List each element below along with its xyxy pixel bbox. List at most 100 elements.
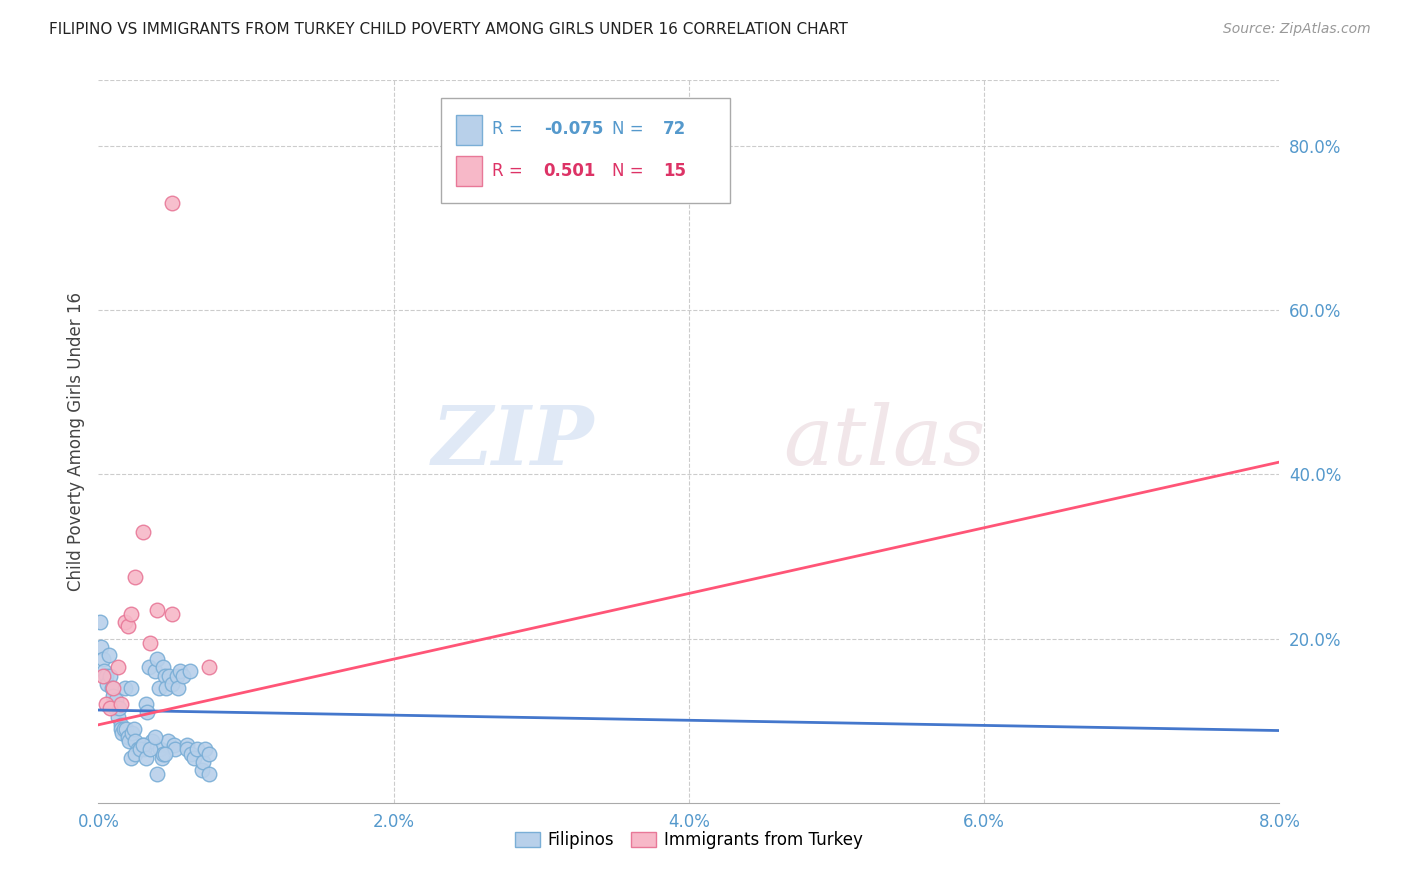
Point bbox=[136, 706, 159, 720]
Point bbox=[143, 730, 166, 744]
Point bbox=[162, 607, 183, 621]
Y-axis label: Child Poverty Among Girls Under 16: Child Poverty Among Girls Under 16 bbox=[66, 292, 84, 591]
Point bbox=[194, 742, 217, 756]
Point bbox=[146, 603, 169, 617]
Point bbox=[105, 693, 128, 707]
Point bbox=[110, 718, 132, 732]
Point bbox=[124, 734, 146, 748]
Point bbox=[155, 681, 177, 695]
Point bbox=[172, 668, 194, 682]
Point bbox=[152, 747, 174, 761]
Point bbox=[120, 681, 142, 695]
FancyBboxPatch shape bbox=[441, 98, 730, 203]
Point bbox=[128, 742, 150, 756]
Point bbox=[148, 681, 170, 695]
Point bbox=[180, 747, 202, 761]
Point bbox=[193, 755, 215, 769]
Point bbox=[134, 742, 156, 756]
Point bbox=[165, 742, 187, 756]
Point bbox=[191, 763, 214, 777]
Point bbox=[157, 668, 180, 682]
Point bbox=[90, 640, 112, 654]
Point bbox=[118, 734, 141, 748]
Point bbox=[103, 681, 125, 695]
Point bbox=[167, 681, 190, 695]
Point bbox=[117, 619, 139, 633]
Point bbox=[186, 742, 208, 756]
Text: ZIP: ZIP bbox=[432, 401, 595, 482]
Point bbox=[121, 726, 143, 740]
Point bbox=[156, 734, 179, 748]
Point bbox=[100, 681, 122, 695]
Point bbox=[91, 652, 114, 666]
Point bbox=[94, 668, 117, 682]
Point bbox=[114, 615, 136, 630]
Text: -0.075: -0.075 bbox=[544, 120, 603, 138]
Text: atlas: atlas bbox=[783, 401, 986, 482]
Point bbox=[97, 648, 120, 662]
Point bbox=[120, 750, 142, 764]
Point bbox=[114, 681, 136, 695]
Point bbox=[198, 767, 221, 781]
Point bbox=[153, 668, 176, 682]
Point bbox=[143, 665, 166, 679]
Text: R =: R = bbox=[492, 161, 527, 179]
Point bbox=[107, 709, 129, 723]
Text: 72: 72 bbox=[664, 120, 686, 138]
Point bbox=[149, 742, 172, 756]
Point bbox=[150, 750, 173, 764]
Point bbox=[135, 750, 157, 764]
Point bbox=[176, 739, 198, 753]
Point bbox=[108, 701, 131, 715]
Point bbox=[163, 739, 186, 753]
Point bbox=[96, 677, 118, 691]
Point bbox=[198, 660, 221, 674]
Point bbox=[146, 652, 169, 666]
Bar bbox=[457, 156, 482, 186]
Text: N =: N = bbox=[612, 161, 650, 179]
Point bbox=[112, 722, 135, 736]
Point bbox=[104, 701, 127, 715]
Point bbox=[124, 570, 146, 584]
Point bbox=[183, 750, 205, 764]
Point bbox=[93, 665, 115, 679]
Text: FILIPINO VS IMMIGRANTS FROM TURKEY CHILD POVERTY AMONG GIRLS UNDER 16 CORRELATIO: FILIPINO VS IMMIGRANTS FROM TURKEY CHILD… bbox=[49, 22, 848, 37]
Point bbox=[98, 701, 121, 715]
Point bbox=[132, 739, 155, 753]
Point bbox=[139, 742, 162, 756]
Point bbox=[132, 739, 155, 753]
Point bbox=[122, 722, 145, 736]
Point bbox=[146, 767, 169, 781]
Text: N =: N = bbox=[612, 120, 650, 138]
Point bbox=[135, 698, 157, 712]
Text: Source: ZipAtlas.com: Source: ZipAtlas.com bbox=[1223, 22, 1371, 37]
Point bbox=[176, 742, 198, 756]
Text: R =: R = bbox=[492, 120, 527, 138]
Point bbox=[132, 524, 155, 539]
Point bbox=[169, 665, 191, 679]
Text: 0.501: 0.501 bbox=[544, 161, 596, 179]
Point bbox=[152, 660, 174, 674]
Point bbox=[179, 665, 201, 679]
Point bbox=[153, 747, 176, 761]
Point bbox=[120, 607, 142, 621]
Point bbox=[162, 196, 183, 211]
Point bbox=[111, 726, 134, 740]
Point bbox=[141, 734, 163, 748]
Point bbox=[103, 689, 125, 703]
Point bbox=[107, 660, 129, 674]
Point bbox=[198, 747, 221, 761]
Text: 15: 15 bbox=[664, 161, 686, 179]
Point bbox=[94, 698, 117, 712]
Point bbox=[98, 668, 121, 682]
Point bbox=[115, 722, 138, 736]
Point bbox=[89, 615, 111, 630]
Point bbox=[110, 698, 132, 712]
Point bbox=[139, 636, 162, 650]
Bar bbox=[457, 115, 482, 145]
Point bbox=[124, 747, 146, 761]
Legend: Filipinos, Immigrants from Turkey: Filipinos, Immigrants from Turkey bbox=[508, 824, 870, 856]
Point bbox=[117, 730, 139, 744]
Point bbox=[138, 660, 160, 674]
Point bbox=[162, 677, 183, 691]
